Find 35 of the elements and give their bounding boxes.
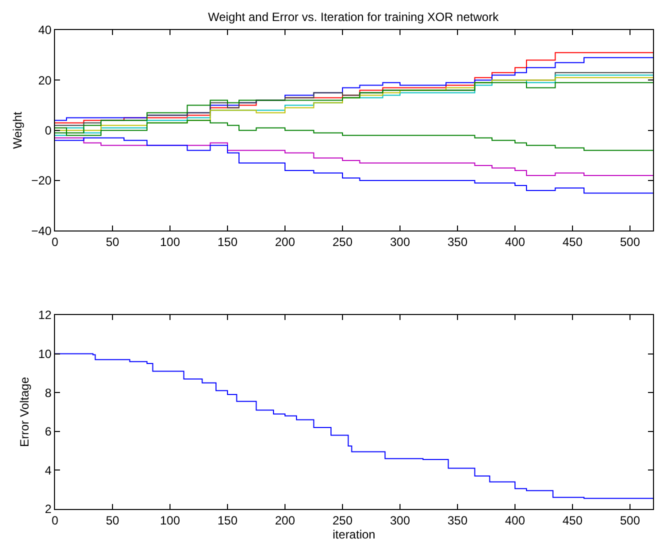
- x-tick-label: 150: [217, 513, 238, 528]
- y-tick-label: 10: [38, 347, 52, 362]
- y-tick-label: 0: [44, 124, 52, 138]
- y-axis-title: Weight: [10, 111, 25, 149]
- x-tick-label: 250: [332, 235, 353, 250]
- x-tick-label: 100: [160, 235, 180, 250]
- x-tick-label: 200: [274, 513, 296, 528]
- x-tick-label: 350: [447, 513, 468, 528]
- y-tick-label: 2: [44, 502, 52, 516]
- x-tick-label: 50: [106, 513, 120, 528]
- x-axis-title: iteration: [332, 527, 376, 542]
- x-tick-label: 400: [504, 235, 526, 250]
- y-tick-label: 20: [38, 73, 52, 88]
- x-tick-label: 300: [390, 513, 410, 528]
- x-tick-label: 450: [562, 513, 583, 528]
- x-tick-label: 250: [332, 513, 353, 528]
- y-tick-label: 12: [38, 308, 52, 322]
- x-tick-label: 100: [160, 513, 180, 528]
- x-tick-label: 350: [447, 235, 468, 250]
- y-tick-label: 8: [44, 386, 52, 400]
- x-tick-label: 500: [620, 235, 640, 250]
- y-tick-label: −40: [31, 224, 52, 238]
- x-tick-label: 50: [106, 235, 120, 250]
- y-tick-label: 6: [44, 424, 52, 439]
- y-tick-label: −20: [31, 174, 52, 188]
- x-tick-label: 150: [217, 235, 238, 250]
- y-axis-title: Error Voltage: [18, 376, 32, 448]
- y-tick-label: 40: [38, 23, 52, 38]
- x-tick-label: 400: [504, 513, 526, 528]
- x-tick-label: 450: [562, 235, 583, 250]
- y-tick-label: 4: [44, 463, 52, 478]
- x-tick-label: 500: [620, 513, 640, 528]
- x-tick-label: 300: [390, 235, 410, 250]
- x-tick-label: 200: [274, 235, 296, 250]
- chart-title: Weight and Error vs. Iteration for training XOR network: [208, 10, 500, 24]
